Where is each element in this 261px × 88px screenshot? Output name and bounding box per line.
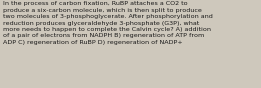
Text: In the process of carbon fixation, RuBP attaches a CO2 to
produce a six-carbon m: In the process of carbon fixation, RuBP … bbox=[3, 1, 213, 45]
